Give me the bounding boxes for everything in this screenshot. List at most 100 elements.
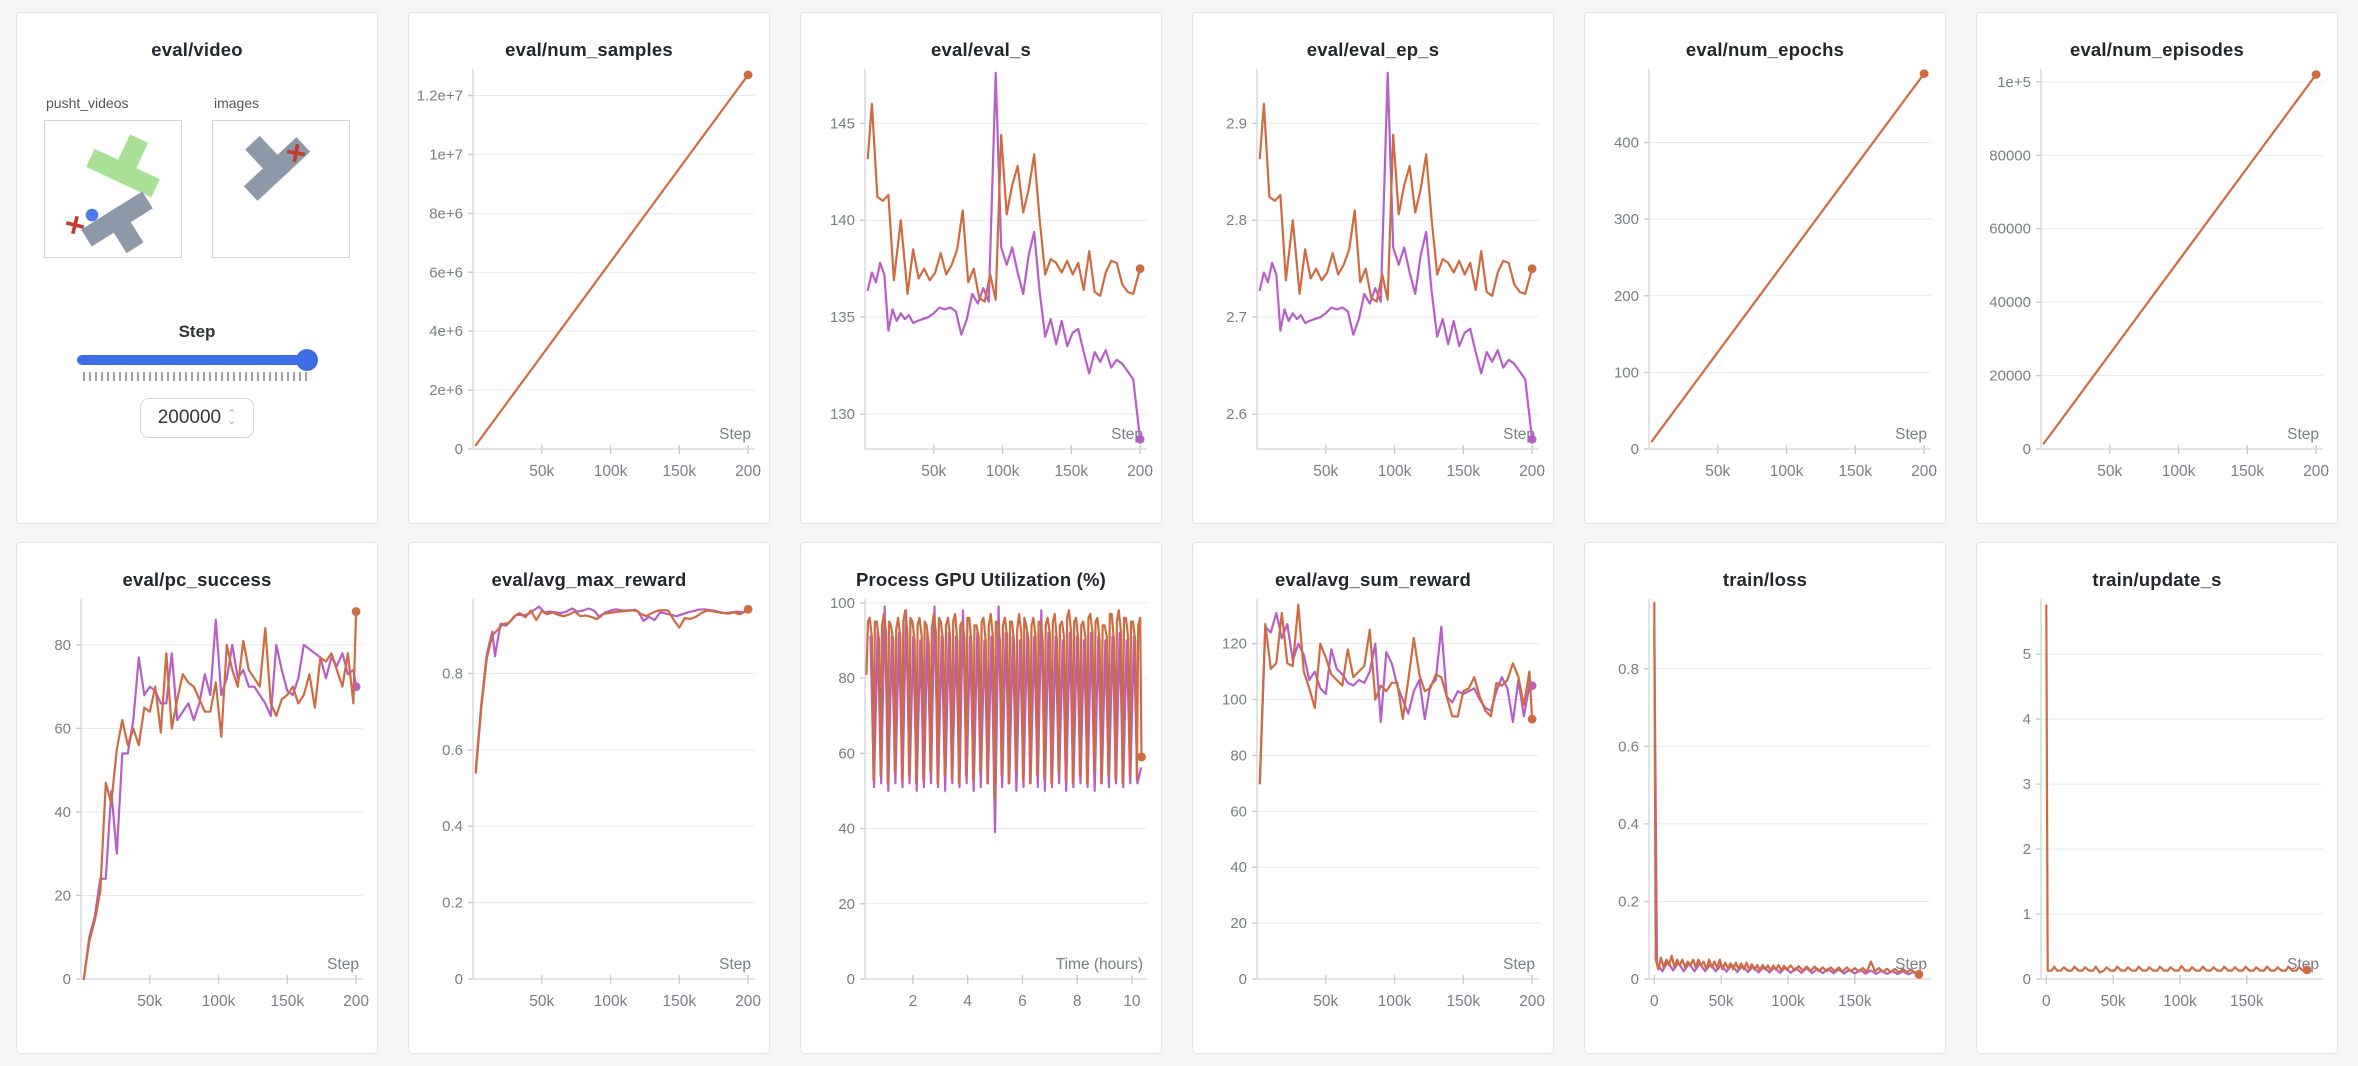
- y-tick-label: 0: [455, 441, 463, 458]
- x-axis-label: Step: [1503, 426, 1535, 443]
- panel-title: eval/eval_ep_s: [1306, 39, 1440, 60]
- chart-plot[interactable]: 0 20 40 60 80 100 2 4 6 8 10 Time (hours): [801, 591, 1161, 1035]
- chart-panel: eval/pc_success 0 20 40 60 80 50k 100k 150k 200 St…: [16, 542, 378, 1054]
- y-tick-label: 1e+7: [429, 146, 463, 163]
- x-tick-label: 100k: [2163, 993, 2197, 1010]
- step-stepper[interactable]: ⌃ ⌄: [227, 408, 237, 427]
- stepper-up-icon[interactable]: ⌃: [227, 408, 237, 420]
- y-tick-label: 100: [830, 595, 855, 612]
- x-tick-label: 150k: [663, 993, 697, 1010]
- images-thumbnail[interactable]: [212, 120, 350, 258]
- chart-plot[interactable]: 0 20 40 60 80 100 120 50k 100k 150k 200 Step: [1193, 591, 1553, 1035]
- gray-t-shape: [243, 135, 311, 201]
- y-tick-label: 1e+5: [1997, 74, 2031, 91]
- step-slider[interactable]: [77, 349, 318, 371]
- chart-panel: eval/num_epochs 0 100 200 300 400 50k 100k 150k 2…: [1584, 12, 1946, 524]
- x-tick-label: 100k: [1378, 993, 1412, 1010]
- slider-knob[interactable]: [296, 349, 318, 371]
- x-axis-label: Step: [719, 956, 751, 973]
- y-tick-label: 2.8: [1226, 212, 1247, 229]
- agent-dot: [85, 208, 99, 222]
- x-tick-label: 0: [2042, 993, 2051, 1010]
- x-tick-label: 0: [1650, 993, 1659, 1010]
- y-tick-label: 4e+6: [429, 323, 463, 340]
- y-tick-label: 2e+6: [429, 382, 463, 399]
- y-tick-label: 0: [1239, 971, 1247, 988]
- series-end-dot-orange: [1919, 69, 1929, 78]
- y-tick-label: 80: [1230, 747, 1247, 764]
- series-end-dot-orange: [1137, 752, 1146, 762]
- chart-panel: eval/num_samples 0 2e+6 4e+6 6e+6 8e+6 1e+7 1.2…: [408, 12, 770, 524]
- y-tick-label: 135: [830, 309, 855, 326]
- y-tick-label: 2.7: [1226, 309, 1247, 326]
- series-line-purple: [82, 618, 358, 981]
- series-line-orange: [1258, 603, 1534, 785]
- y-tick-label: 0.4: [442, 818, 463, 835]
- pusht-video-thumbnail[interactable]: [44, 120, 182, 258]
- y-tick-label: 2.9: [1226, 115, 1247, 132]
- chart-panel: eval/eval_s 130 135 140 145 50k 100k 150k 200 Ste…: [800, 12, 1162, 524]
- series-line-orange: [865, 609, 1143, 800]
- y-tick-label: 0.6: [1618, 738, 1639, 755]
- x-tick-label: 100k: [2162, 463, 2196, 480]
- y-tick-label: 2.6: [1226, 406, 1247, 423]
- y-tick-label: 120: [1222, 636, 1247, 653]
- y-tick-label: 8e+6: [429, 205, 463, 222]
- step-value: 200000: [157, 407, 222, 428]
- x-tick-label: 50k: [1313, 463, 1338, 480]
- x-tick-label: 150k: [1447, 993, 1481, 1010]
- x-axis-label: Step: [1895, 426, 1927, 443]
- y-tick-label: 0.2: [442, 895, 463, 912]
- x-tick-label: 50k: [529, 993, 554, 1010]
- x-tick-label: 200: [1519, 993, 1545, 1010]
- chart-panel: train/loss 0 0.2 0.4 0.6 0.8 0 50k 100k 150k Step: [1584, 542, 1946, 1054]
- x-tick-label: 200: [735, 463, 761, 480]
- media-thumbnails: pusht_videos: [17, 95, 377, 258]
- y-tick-label: 80: [838, 670, 855, 687]
- panel-title: train/loss: [1722, 569, 1808, 590]
- images-label: images: [214, 95, 260, 111]
- y-tick-label: 0.2: [1618, 893, 1639, 910]
- x-tick-label: 200: [735, 993, 761, 1010]
- panel-title: train/update_s: [2092, 569, 2222, 590]
- series-end-dot-orange: [351, 607, 361, 616]
- chart-plot[interactable]: 0 0.2 0.4 0.6 0.8 50k 100k 150k 200 Step: [409, 591, 769, 1035]
- y-tick-label: 60: [54, 720, 71, 737]
- y-tick-label: 100: [1614, 364, 1639, 381]
- chart-panel: train/update_s 0 1 2 3 4 5 0 50k 100k 150k Step: [1976, 542, 2338, 1054]
- series-line-orange: [1653, 601, 1921, 976]
- x-axis-label: Step: [1111, 426, 1143, 443]
- y-tick-label: 40000: [1989, 294, 2031, 311]
- chart-plot[interactable]: 0 20 40 60 80 50k 100k 150k 200 Step: [17, 591, 377, 1035]
- gray-t-shape: [81, 191, 153, 254]
- chart-plot[interactable]: 0 20000 40000 60000 80000 1e+5 50k 100k 150k 200 S…: [1977, 61, 2337, 505]
- series-line-purple: [474, 605, 750, 770]
- y-tick-label: 20000: [1989, 368, 2031, 385]
- y-tick-label: 0: [63, 971, 71, 988]
- pusht-video-frame: [65, 134, 160, 254]
- series-line-orange: [474, 73, 750, 447]
- chart-plot[interactable]: 130 135 140 145 50k 100k 150k 200 Step: [801, 61, 1161, 505]
- x-tick-label: 150k: [1838, 993, 1872, 1010]
- x-tick-label: 50k: [2101, 993, 2126, 1010]
- y-tick-label: 80000: [1989, 147, 2031, 164]
- y-tick-label: 80: [54, 637, 71, 654]
- x-tick-label: 2: [909, 993, 918, 1010]
- x-tick-label: 100k: [1771, 993, 1805, 1010]
- series-line-purple: [866, 71, 1142, 441]
- series-line-orange: [1650, 72, 1926, 443]
- x-tick-label: 150k: [1447, 463, 1481, 480]
- chart-plot[interactable]: 0 2e+6 4e+6 6e+6 8e+6 1e+7 1.2e+7 50k 100k 150k 20…: [409, 61, 769, 505]
- series-end-dot-orange: [1135, 264, 1145, 274]
- chart-plot[interactable]: 0 100 200 300 400 50k 100k 150k 200 Step: [1585, 61, 1945, 505]
- y-tick-label: 40: [54, 804, 71, 821]
- images-frame: [243, 135, 311, 201]
- y-tick-label: 6e+6: [429, 264, 463, 281]
- step-value-input[interactable]: 200000 ⌃ ⌄: [140, 398, 254, 438]
- x-tick-label: 50k: [1705, 463, 1730, 480]
- stepper-down-icon[interactable]: ⌄: [227, 415, 237, 427]
- series-line-orange: [82, 610, 358, 981]
- chart-plot[interactable]: 2.6 2.7 2.8 2.9 50k 100k 150k 200 Step: [1193, 61, 1553, 505]
